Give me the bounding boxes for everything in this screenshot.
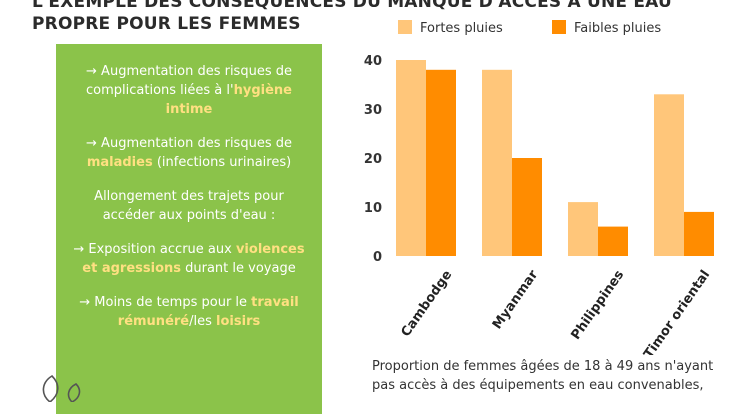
consequence-violences: → Exposition accrue aux violences et agr… xyxy=(70,240,308,278)
caption-line-2: pas accès à des équipements en eau conve… xyxy=(372,378,704,393)
text: (infections urinaires) xyxy=(152,155,292,170)
highlight-hygiene: hygiène intime xyxy=(165,83,292,117)
x-category-label: Cambodge xyxy=(399,268,456,340)
text: → Moins de temps pour le xyxy=(79,295,252,310)
title-line-1: L'EXEMPLE DES CONSÉQUENCES DU MANQUE D'A… xyxy=(32,0,672,12)
consequence-hygiene: → Augmentation des risques de complicati… xyxy=(70,62,308,119)
legend-label-fortes: Fortes pluies xyxy=(420,21,503,36)
bar-fortes-3 xyxy=(654,94,684,256)
y-tick-label: 20 xyxy=(364,152,382,167)
x-category-label: Philippines xyxy=(569,267,628,342)
legend-label-faibles: Faibles pluies xyxy=(574,21,661,36)
page-title: L'EXEMPLE DES CONSÉQUENCES DU MANQUE D'A… xyxy=(32,0,732,35)
caption-line-1: Proportion de femmes âgées de 18 à 49 an… xyxy=(372,359,714,374)
text: → Exposition accrue aux xyxy=(73,242,236,257)
bar-faibles-3 xyxy=(684,211,714,256)
highlight-loisirs: loisirs xyxy=(216,314,261,329)
consequences-panel: → Augmentation des risques de complicati… xyxy=(56,44,322,414)
bar-fortes-0 xyxy=(396,60,426,256)
bar-fortes-1 xyxy=(482,69,512,256)
leaf-icon xyxy=(42,374,81,402)
title-line-2: PROPRE POUR LES FEMMES xyxy=(32,14,301,34)
text: durant le voyage xyxy=(181,261,296,276)
y-tick-label: 30 xyxy=(364,103,382,118)
bar-faibles-2 xyxy=(598,226,628,256)
bar-fortes-2 xyxy=(568,202,598,256)
consequence-maladies: → Augmentation des risques de maladies (… xyxy=(70,134,308,172)
legend-swatch-fortes xyxy=(398,20,412,34)
highlight-violences: violences et agressions xyxy=(82,242,305,276)
chart-caption: Proportion de femmes âgées de 18 à 49 an… xyxy=(372,357,740,395)
bar-faibles-1 xyxy=(512,158,542,256)
bars xyxy=(396,60,714,256)
bar-faibles-0 xyxy=(426,69,456,256)
highlight-maladies: maladies xyxy=(86,155,153,170)
legend: Fortes pluies Faibles pluies xyxy=(398,20,661,36)
highlight-travail: travail rémunéré xyxy=(117,295,299,329)
y-tick-label: 40 xyxy=(364,54,382,69)
y-tick-label: 0 xyxy=(373,250,382,265)
consequence-temps: → Moins de temps pour le travail rémunér… xyxy=(70,293,308,331)
y-axis: 0 10 20 30 40 xyxy=(364,54,382,265)
consequence-trajets: Allongement des trajets pour accéder aux… xyxy=(94,189,284,223)
x-axis: Cambodge Myanmar Philippines Timor oriental xyxy=(399,267,714,355)
text: → Augmentation des risques de xyxy=(86,136,292,151)
y-tick-label: 10 xyxy=(364,201,382,216)
legend-swatch-faibles xyxy=(552,20,566,34)
text: /les xyxy=(189,314,217,329)
x-category-label: Timor oriental xyxy=(641,268,713,355)
x-category-label: Myanmar xyxy=(490,267,542,332)
text: → Augmentation des risques de complicati… xyxy=(86,64,292,98)
bar-chart: Fortes pluies Faibles pluies 0 10 20 30 40 C… xyxy=(364,20,714,355)
